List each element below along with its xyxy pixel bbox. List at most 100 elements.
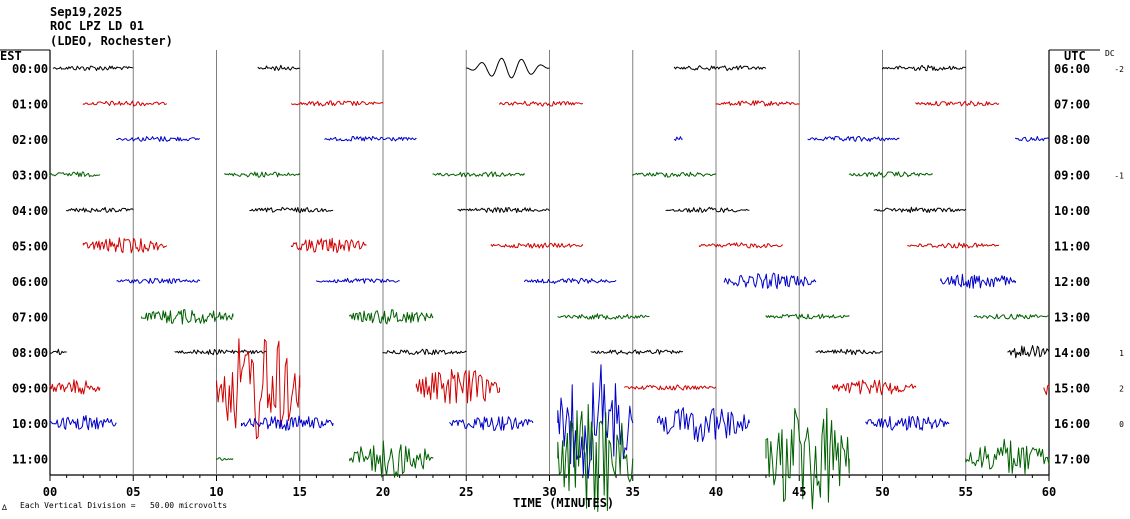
x-tick-label-50: 50 (875, 485, 889, 499)
trace-11:00-segment-3 (765, 407, 850, 510)
trace-01:00-segment-1 (290, 100, 384, 107)
est-label-11:00: 11:00 (12, 453, 48, 467)
utc-label-06:00: 06:00 (1054, 62, 1090, 76)
trace-10:00-segment-1 (241, 415, 334, 431)
trace-04:00-segment-3 (665, 206, 750, 213)
est-label-06:00: 06:00 (12, 275, 48, 289)
trace-00:00-segment-1 (257, 64, 301, 71)
trace-04:00-segment-4 (873, 206, 967, 214)
scale-note: Each Vertical Division = 50.00 microvolt… (20, 501, 228, 510)
dc-header-label: DC (1105, 49, 1115, 58)
trace-10:00-segment-2 (449, 416, 534, 432)
trace-11:00-segment-4 (965, 438, 1050, 475)
plot-date: Sep19,2025 (50, 5, 123, 19)
x-tick-label-45: 45 (792, 485, 806, 499)
est-label-08:00: 08:00 (12, 346, 48, 360)
trace-06:00-segment-1 (315, 277, 400, 284)
utc-label-17:00: 17:00 (1054, 453, 1090, 467)
trace-10:00-segment-0 (49, 415, 117, 431)
utc-label-12:00: 12:00 (1054, 275, 1090, 289)
trace-08:00-segment-4 (815, 348, 883, 356)
trace-09:00-segment-4 (832, 379, 917, 396)
trace-01:00-segment-0 (82, 100, 167, 107)
trace-05:00-segment-4 (907, 242, 1000, 249)
trace-00:00-segment-0 (52, 65, 134, 72)
dc-offset-3: -1 (1114, 172, 1124, 181)
x-tick-label-00: 00 (43, 485, 57, 499)
right-timezone-label: UTC (1064, 49, 1086, 63)
trace-02:00-segment-3 (807, 135, 900, 142)
est-label-10:00: 10:00 (12, 417, 48, 431)
utc-label-15:00: 15:00 (1054, 382, 1090, 396)
trace-02:00-segment-2 (673, 136, 683, 141)
station-code: ROC LPZ LD 01 (50, 19, 144, 33)
trace-11:00-segment-1 (349, 440, 434, 478)
trace-08:00-segment-1 (174, 349, 267, 356)
x-tick-label-55: 55 (959, 485, 973, 499)
trace-07:00-segment-2 (557, 313, 650, 320)
utc-label-13:00: 13:00 (1054, 311, 1090, 325)
est-label-01:00: 01:00 (12, 98, 48, 112)
trace-09:00-segment-0 (49, 379, 101, 395)
trace-05:00-segment-2 (490, 242, 584, 249)
dc-offset-0: -2 (1114, 65, 1124, 74)
trace-05:00-segment-3 (698, 242, 784, 249)
utc-label-14:00: 14:00 (1054, 346, 1090, 360)
trace-02:00-segment-4 (1015, 136, 1050, 142)
trace-06:00-segment-0 (116, 277, 201, 284)
est-label-09:00: 09:00 (12, 382, 48, 396)
delta-mark-icon: ∆ (2, 503, 7, 512)
x-tick-label-15: 15 (293, 485, 307, 499)
est-label-04:00: 04:00 (12, 204, 48, 218)
trace-01:00-segment-3 (715, 100, 800, 107)
trace-08:00-segment-5 (1007, 345, 1050, 359)
utc-label-09:00: 09:00 (1054, 169, 1090, 183)
trace-04:00-segment-0 (66, 206, 134, 213)
trace-03:00-segment-4 (848, 171, 933, 178)
utc-label-07:00: 07:00 (1054, 98, 1090, 112)
x-tick-label-25: 25 (459, 485, 473, 499)
trace-06:00-segment-2 (524, 277, 617, 285)
trace-03:00-segment-1 (224, 171, 301, 178)
trace-09:00-segment-5 (1043, 384, 1050, 396)
x-tick-label-40: 40 (709, 485, 723, 499)
trace-03:00-segment-2 (432, 171, 525, 178)
x-axis-title: TIME (MINUTES) (513, 496, 615, 510)
trace-05:00-segment-0 (82, 237, 168, 254)
utc-label-16:00: 16:00 (1054, 417, 1090, 431)
trace-09:00-segment-3 (623, 384, 717, 391)
trace-06:00-segment-3 (723, 272, 817, 290)
est-label-00:00: 00:00 (12, 62, 48, 76)
dc-offset-9: 2 (1119, 385, 1124, 394)
x-tick-label-20: 20 (376, 485, 390, 499)
seismic-traces (49, 57, 1050, 512)
x-tick-label-35: 35 (626, 485, 640, 499)
trace-00:00-segment-4 (882, 64, 967, 72)
trace-07:00-segment-1 (349, 309, 434, 325)
est-label-02:00: 02:00 (12, 133, 48, 147)
time-grid (0, 49, 1100, 481)
trace-04:00-segment-1 (249, 206, 334, 214)
trace-02:00-segment-1 (324, 135, 417, 142)
est-label-05:00: 05:00 (12, 240, 48, 254)
station-location: (LDEO, Rochester) (50, 34, 173, 48)
trace-03:00-segment-0 (49, 171, 101, 178)
trace-10:00-segment-4 (657, 407, 750, 443)
trace-11:00-segment-2 (557, 404, 634, 512)
dc-offset-10: 0 (1119, 420, 1124, 429)
x-tick-label-05: 05 (126, 485, 140, 499)
trace-00:00-segment-3 (673, 65, 767, 72)
trace-03:00-segment-3 (632, 171, 717, 178)
trace-11:00-segment-0 (216, 457, 234, 461)
trace-08:00-segment-0 (49, 348, 67, 355)
trace-10:00-segment-3 (557, 364, 634, 479)
left-timezone-label: EST (0, 49, 22, 63)
utc-label-10:00: 10:00 (1054, 204, 1090, 218)
utc-label-11:00: 11:00 (1054, 240, 1090, 254)
trace-06:00-segment-4 (940, 273, 1017, 289)
trace-10:00-segment-5 (865, 415, 950, 431)
trace-05:00-segment-1 (290, 237, 367, 254)
utc-label-08:00: 08:00 (1054, 133, 1090, 147)
